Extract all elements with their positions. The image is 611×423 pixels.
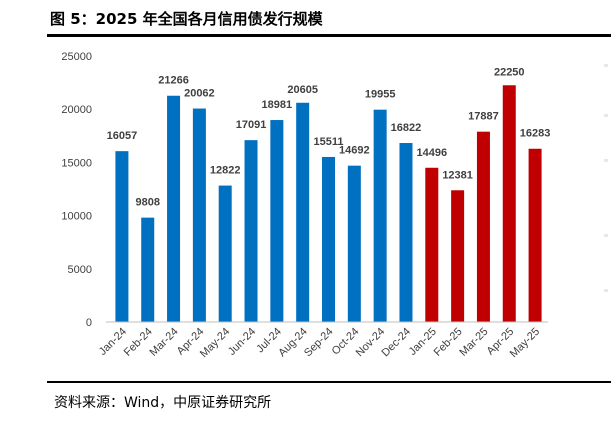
data-label: 16822 [391, 122, 422, 134]
x-tick-label: Jun-24 [226, 326, 258, 358]
data-label: 16057 [107, 130, 138, 142]
y-tick-label: 25000 [61, 51, 92, 63]
y-tick-label: 5000 [68, 264, 92, 276]
bar [476, 131, 490, 322]
bar-chart: 0 5000 10000 15000 20000 25000 16057 9808 21266… [61, 51, 551, 360]
y-axis: 0 5000 10000 15000 20000 25000 [61, 51, 92, 329]
source-note: 资料来源：Wind，中原证券研究所 [54, 395, 272, 411]
bar [141, 217, 155, 322]
bar [502, 85, 516, 322]
x-tick-label: Mar-24 [148, 326, 181, 359]
data-label: 17091 [236, 119, 267, 131]
data-label: 12822 [210, 165, 241, 177]
adjacent-panel-edge [598, 34, 611, 383]
data-label: 14496 [416, 147, 447, 159]
bar [528, 148, 542, 322]
bar [373, 109, 387, 322]
bar [270, 120, 284, 322]
bar [451, 190, 465, 322]
data-label: 16283 [520, 128, 551, 140]
x-tick-label: Sep-24 [302, 326, 336, 360]
data-label: 19955 [365, 89, 396, 101]
x-tick-label: Mar-25 [457, 326, 490, 359]
data-label: 15511 [314, 136, 344, 148]
data-label: 20605 [287, 84, 318, 96]
bar [244, 140, 258, 322]
data-label: 18981 [262, 99, 293, 111]
data-label: 22250 [494, 66, 525, 78]
data-label: 20062 [184, 88, 215, 100]
bar [425, 167, 439, 322]
bar [322, 156, 335, 322]
y-tick-label: 20000 [61, 104, 92, 116]
x-axis: Jan-24Feb-24Mar-24Apr-24May-24Jun-24Jul-… [97, 321, 548, 360]
data-label: 14692 [339, 145, 370, 157]
data-label: 21266 [158, 75, 189, 87]
data-label: 9808 [135, 197, 159, 209]
bar [115, 151, 129, 322]
y-tick-label: 0 [86, 317, 92, 329]
bar [296, 102, 310, 322]
bar [347, 165, 361, 322]
bar [167, 95, 181, 322]
y-tick-label: 15000 [61, 157, 92, 169]
bar [218, 185, 232, 322]
source-rule [47, 381, 598, 383]
bar [399, 143, 413, 322]
x-tick-label: Dec-24 [380, 326, 414, 360]
figure-title: 图 5：2025 年全国各月信用债发行规模 [50, 10, 323, 28]
y-tick-label: 10000 [61, 211, 92, 223]
bars [115, 85, 542, 323]
title-rule [47, 34, 598, 37]
bar [192, 108, 206, 323]
data-label: 12381 [442, 169, 473, 181]
data-label: 17887 [468, 111, 499, 123]
